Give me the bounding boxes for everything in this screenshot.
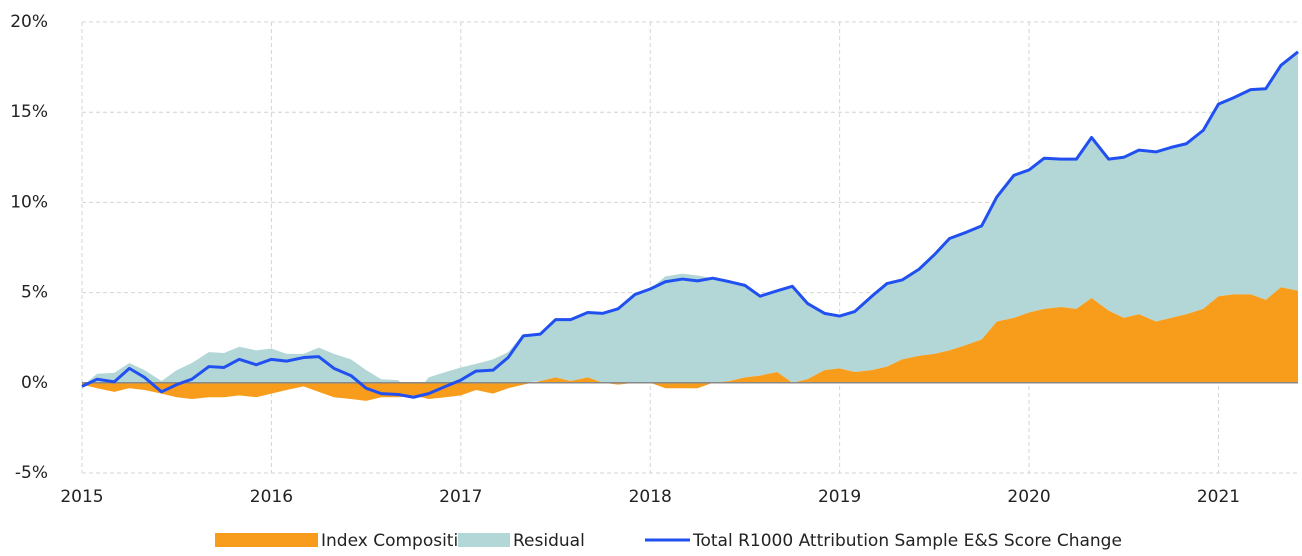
- y-tick-label: 10%: [10, 192, 48, 212]
- line: [81, 50, 1299, 399]
- y-tick-label: 0%: [21, 373, 48, 393]
- y-tick-label: 15%: [10, 102, 48, 122]
- legend-label: Residual: [513, 531, 585, 551]
- legend-swatch: [458, 533, 510, 547]
- x-tick-label: 2021: [1197, 487, 1240, 507]
- x-tick-label: 2019: [818, 487, 861, 507]
- x-tick-label: 2018: [629, 487, 672, 507]
- area: [82, 287, 1298, 401]
- legend-label: Total R1000 Attribution Sample E&S Score…: [692, 531, 1122, 551]
- legend-label: Index Composition: [321, 531, 479, 551]
- x-tick-label: 2020: [1007, 487, 1050, 507]
- area: [82, 51, 1298, 398]
- y-tick-label: 20%: [10, 12, 48, 32]
- y-tick-label: 5%: [21, 283, 48, 303]
- x-tick-label: 2017: [439, 487, 482, 507]
- legend-swatch: [215, 533, 318, 547]
- x-tick-label: 2016: [250, 487, 293, 507]
- x-tick-label: 2015: [60, 487, 103, 507]
- y-tick-label: -5%: [15, 463, 48, 483]
